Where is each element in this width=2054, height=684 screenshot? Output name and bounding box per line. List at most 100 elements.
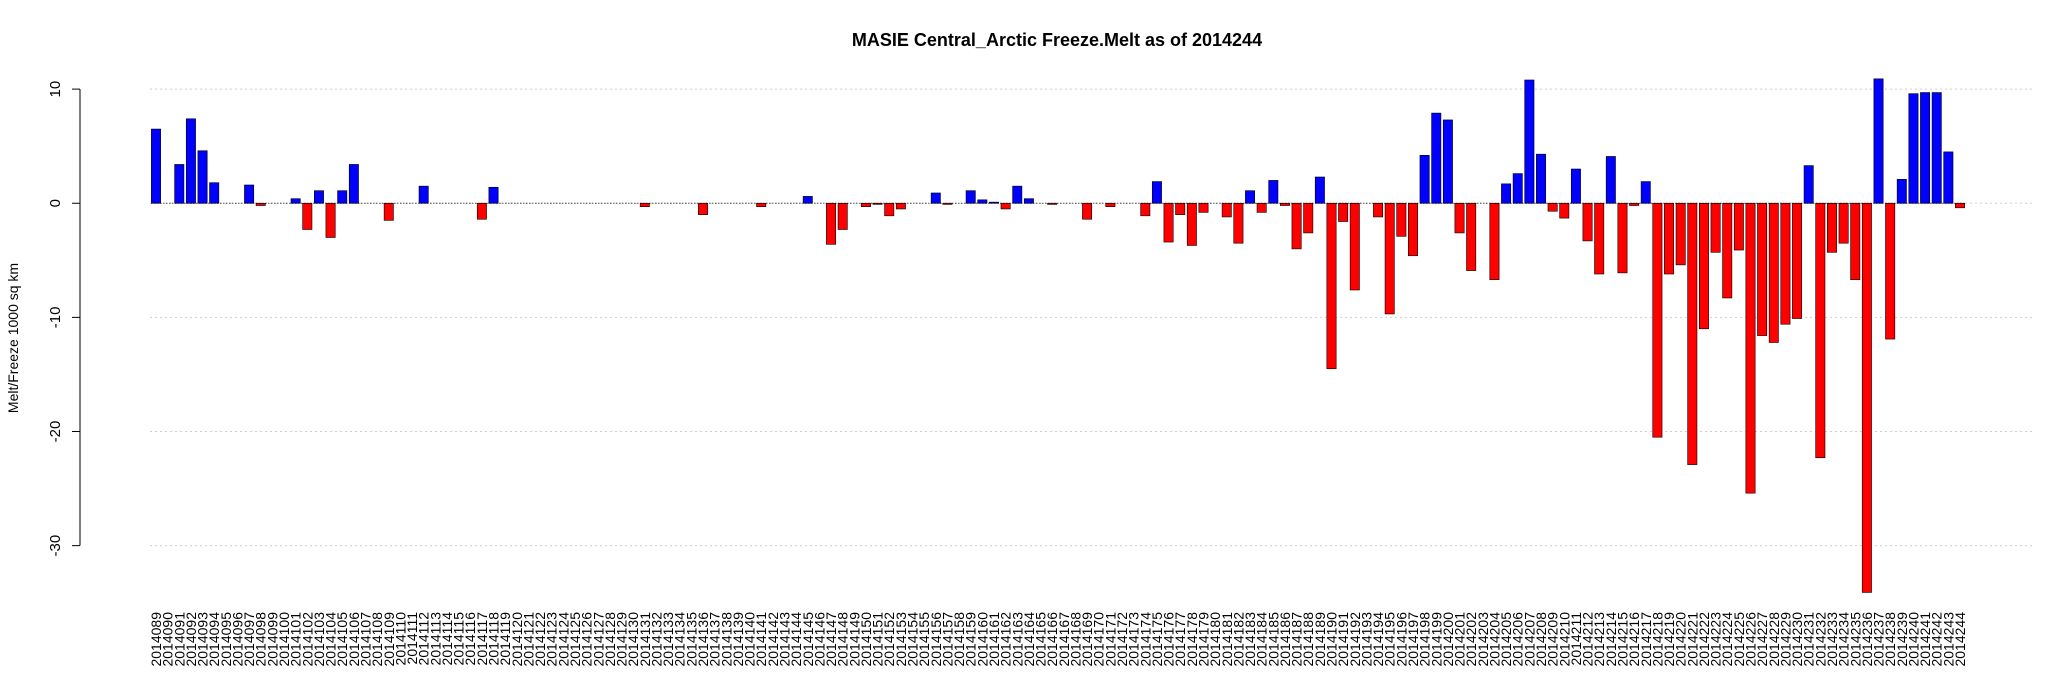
y-tick-label: -20 [47, 421, 64, 443]
bar [1768, 202, 1779, 343]
x-tick-label: 2014146 [811, 612, 827, 667]
x-tick-label: 2014233 [1824, 612, 1840, 667]
bar [1594, 202, 1605, 275]
bar [1605, 156, 1616, 204]
y-tick-label: 0 [47, 199, 64, 207]
x-tick-label: 2014221 [1684, 612, 1700, 667]
y-axis-label: Melt/Freeze 1000 sq km [5, 263, 21, 413]
bar [1803, 165, 1814, 204]
bar [1652, 202, 1663, 438]
x-tick-label: 2014202 [1463, 612, 1479, 667]
x-tick-label: 2014112 [416, 612, 432, 666]
bar [1524, 79, 1535, 204]
x-tick-label: 2014209 [1545, 612, 1561, 667]
x-tick-label: 2014236 [1859, 612, 1875, 667]
x-tick-label: 2014104 [323, 612, 339, 667]
bar [313, 190, 324, 204]
x-tick-label: 2014134 [672, 612, 688, 667]
bar [1186, 202, 1197, 246]
x-tick-label: 2014149 [846, 612, 862, 667]
bar [1245, 190, 1255, 204]
x-tick-label: 2014137 [707, 612, 723, 667]
x-tick-label: 2014136 [695, 612, 711, 667]
x-tick-label: 2014208 [1533, 612, 1549, 667]
x-tick-label: 2014244 [1952, 612, 1968, 667]
chart-title: MASIE Central_Arctic Freeze.Melt as of 2… [852, 30, 1262, 50]
bar [1338, 202, 1349, 222]
x-tick-label: 2014188 [1300, 612, 1316, 667]
x-tick-label: 2014102 [299, 612, 315, 667]
x-tick-label: 2014152 [881, 612, 897, 667]
bar [1466, 202, 1477, 271]
x-tick-label: 2014227 [1754, 612, 1770, 667]
x-tick-label: 2014172 [1114, 612, 1130, 667]
bar [1256, 202, 1267, 213]
bar [290, 198, 301, 204]
bar [1012, 185, 1023, 204]
bar [255, 202, 266, 206]
x-tick-label: 2014159 [963, 612, 979, 667]
x-tick-label: 2014169 [1079, 612, 1095, 667]
x-tick-label: 2014090 [160, 612, 176, 667]
bar [1489, 202, 1500, 281]
x-tick-label: 2014213 [1591, 612, 1607, 667]
x-tick-label: 2014179 [1195, 612, 1211, 667]
x-tick-label: 2014120 [509, 612, 525, 667]
x-tick-label: 2014185 [1265, 612, 1281, 667]
x-tick-label: 2014154 [905, 612, 921, 667]
bar [337, 190, 348, 204]
x-tick-label: 2014193 [1358, 612, 1374, 667]
bar [1675, 202, 1686, 266]
x-tick-label: 2014126 [579, 612, 595, 667]
x-tick-label: 2014096 [229, 612, 245, 667]
x-tick-label: 2014138 [718, 612, 734, 667]
bar [1151, 181, 1162, 204]
x-tick-label: 2014199 [1428, 612, 1444, 667]
bar [861, 202, 871, 207]
bar [1733, 202, 1744, 251]
x-tick-label: 2014180 [1207, 612, 1223, 667]
bar [1314, 176, 1325, 204]
x-tick-label: 2014115 [451, 612, 467, 666]
bar [1501, 183, 1512, 204]
x-tick-label: 2014163 [1009, 612, 1025, 667]
bar [1664, 202, 1674, 275]
x-tick-label: 2014181 [1219, 612, 1235, 667]
x-tick-label: 2014110 [392, 612, 408, 666]
bar [197, 150, 208, 204]
x-tick-label: 2014113 [427, 612, 443, 666]
x-tick-label: 2014095 [218, 612, 234, 667]
x-tick-label: 2014150 [858, 612, 874, 667]
bar [418, 185, 429, 204]
bar [1896, 178, 1907, 204]
bar [1000, 202, 1011, 210]
bar [1640, 181, 1651, 204]
bar [1570, 168, 1581, 204]
bar [1175, 202, 1186, 215]
x-tick-label: 2014108 [369, 612, 385, 667]
x-tick-label: 2014201 [1452, 612, 1468, 667]
bar [1687, 202, 1698, 465]
bar [1873, 78, 1884, 204]
bar [639, 202, 650, 207]
x-tick-label: 2014158 [951, 612, 967, 667]
x-tick-label: 2014184 [1254, 612, 1270, 667]
bar [302, 202, 313, 230]
bar [1349, 202, 1360, 291]
bar [1326, 202, 1337, 370]
x-tick-label: 2014220 [1673, 612, 1689, 667]
x-tick-label: 2014105 [334, 612, 350, 667]
bar [151, 128, 161, 204]
x-tick-label: 2014160 [974, 612, 990, 667]
bar [476, 202, 487, 220]
x-tick-label: 2014161 [986, 612, 1002, 667]
bar [185, 118, 196, 204]
x-tick-label: 2014156 [928, 612, 944, 667]
x-tick-label: 2014210 [1556, 612, 1572, 667]
x-tick-label: 2014175 [1149, 612, 1165, 667]
bar [1780, 202, 1791, 325]
bar [1396, 202, 1407, 237]
x-tick-label: 2014190 [1324, 612, 1340, 667]
x-tick-label: 2014151 [870, 612, 886, 667]
x-tick-label: 2014144 [788, 612, 804, 667]
